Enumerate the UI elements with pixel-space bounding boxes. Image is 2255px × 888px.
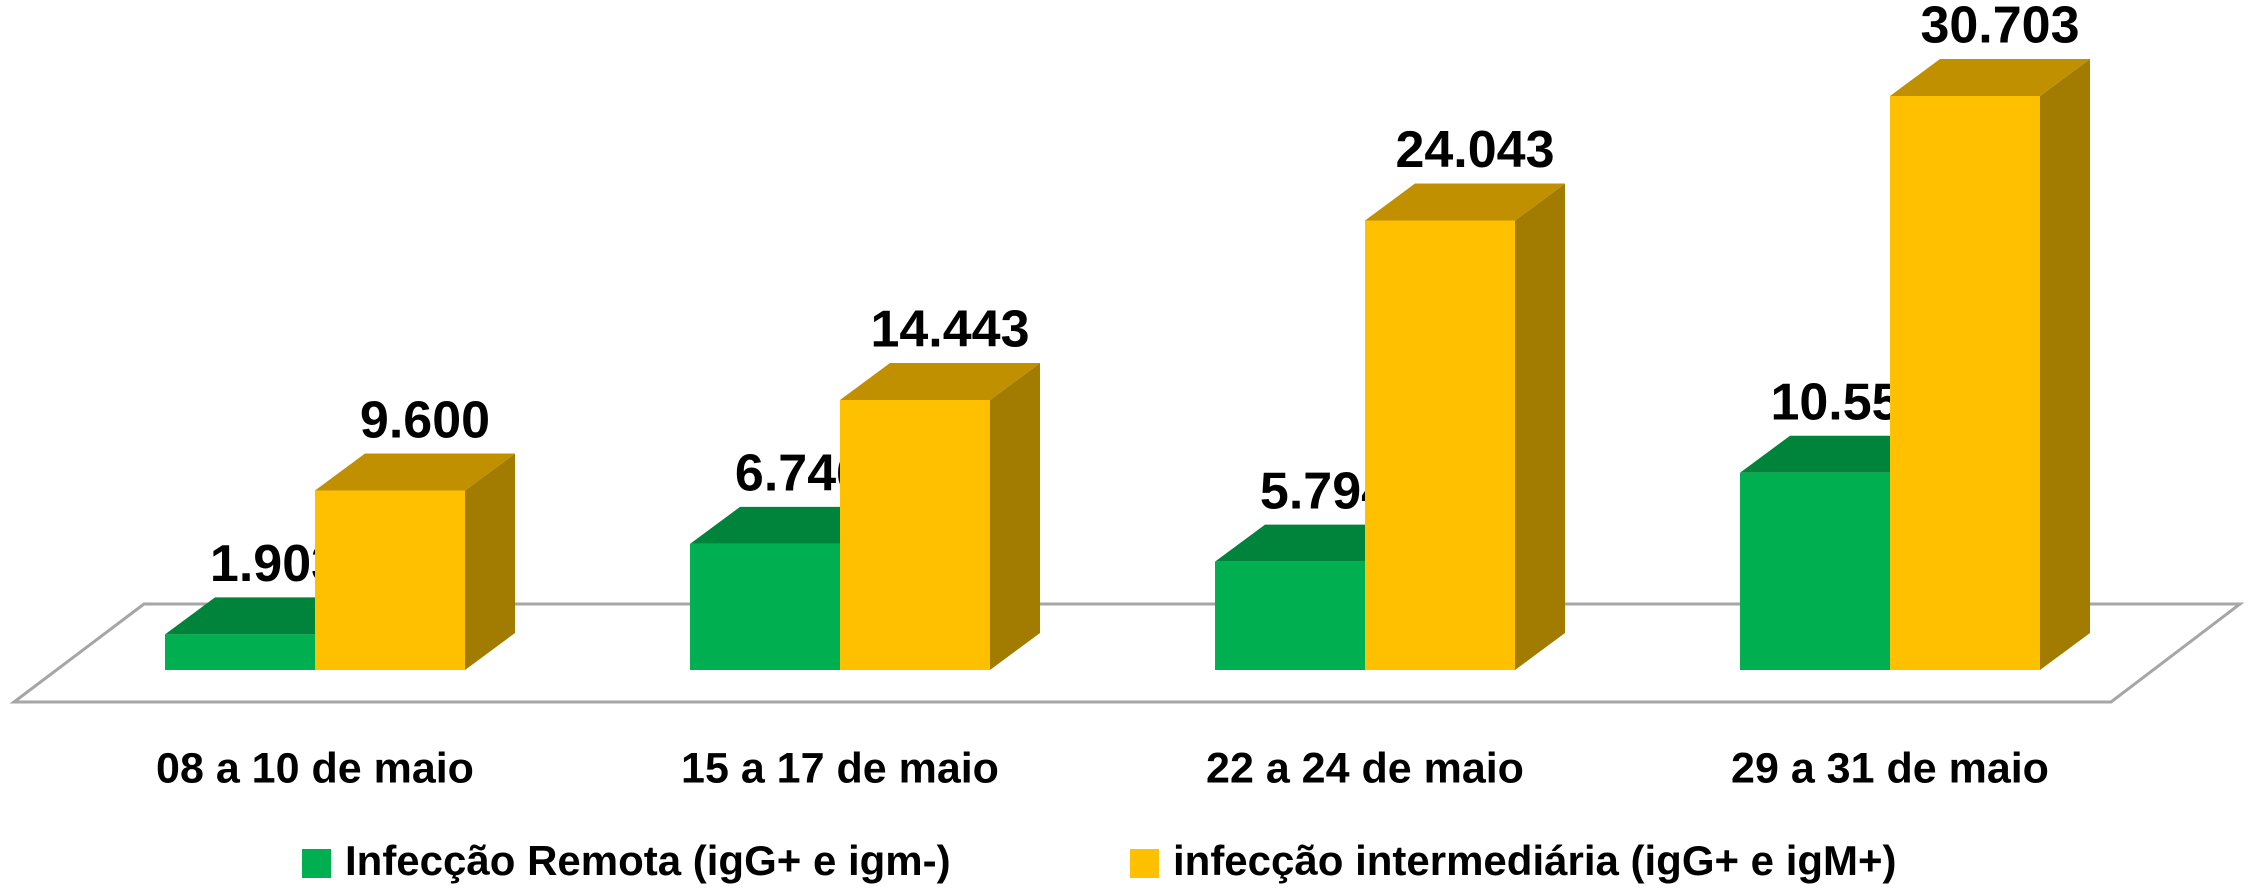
bar [1365, 183, 1565, 670]
bar [840, 362, 1040, 670]
bar-front [690, 543, 840, 670]
bar-front [165, 634, 315, 670]
bar-front [1365, 220, 1515, 670]
bar-front [1890, 96, 2040, 670]
x-tick-label: 15 a 17 de maio [681, 744, 999, 792]
bar-side [990, 362, 1040, 670]
x-tick-label: 22 a 24 de maio [1206, 744, 1524, 792]
data-label: 14.443 [870, 301, 1029, 359]
floor [9, 602, 2245, 704]
bar-top [1890, 59, 2090, 96]
bar-front [840, 399, 990, 670]
bar-top [840, 362, 1040, 400]
data-label: 24.043 [1395, 121, 1554, 179]
legend-label: infecção intermediária (igG+ e igM+) [1173, 837, 1897, 884]
x-tick-label: 08 a 10 de maio [156, 744, 474, 792]
bar-front [315, 490, 465, 670]
bar [1890, 59, 2090, 670]
x-tick-label: 29 a 31 de maio [1731, 744, 2049, 792]
legend-label: Infecção Remota (igG+ e igm-) [345, 837, 951, 884]
bar-side [1515, 183, 1565, 670]
data-label: 30.703 [1920, 0, 2079, 55]
bar-top [315, 453, 515, 491]
data-label: 9.600 [360, 391, 490, 449]
legend-swatch [1130, 849, 1159, 878]
bar-side [2040, 59, 2090, 670]
bar-front [1215, 561, 1365, 670]
bar [315, 453, 515, 670]
bar-side [465, 453, 515, 670]
legend-swatch [302, 849, 331, 878]
bar-top [1365, 183, 1565, 221]
bar-front [1740, 472, 1890, 670]
